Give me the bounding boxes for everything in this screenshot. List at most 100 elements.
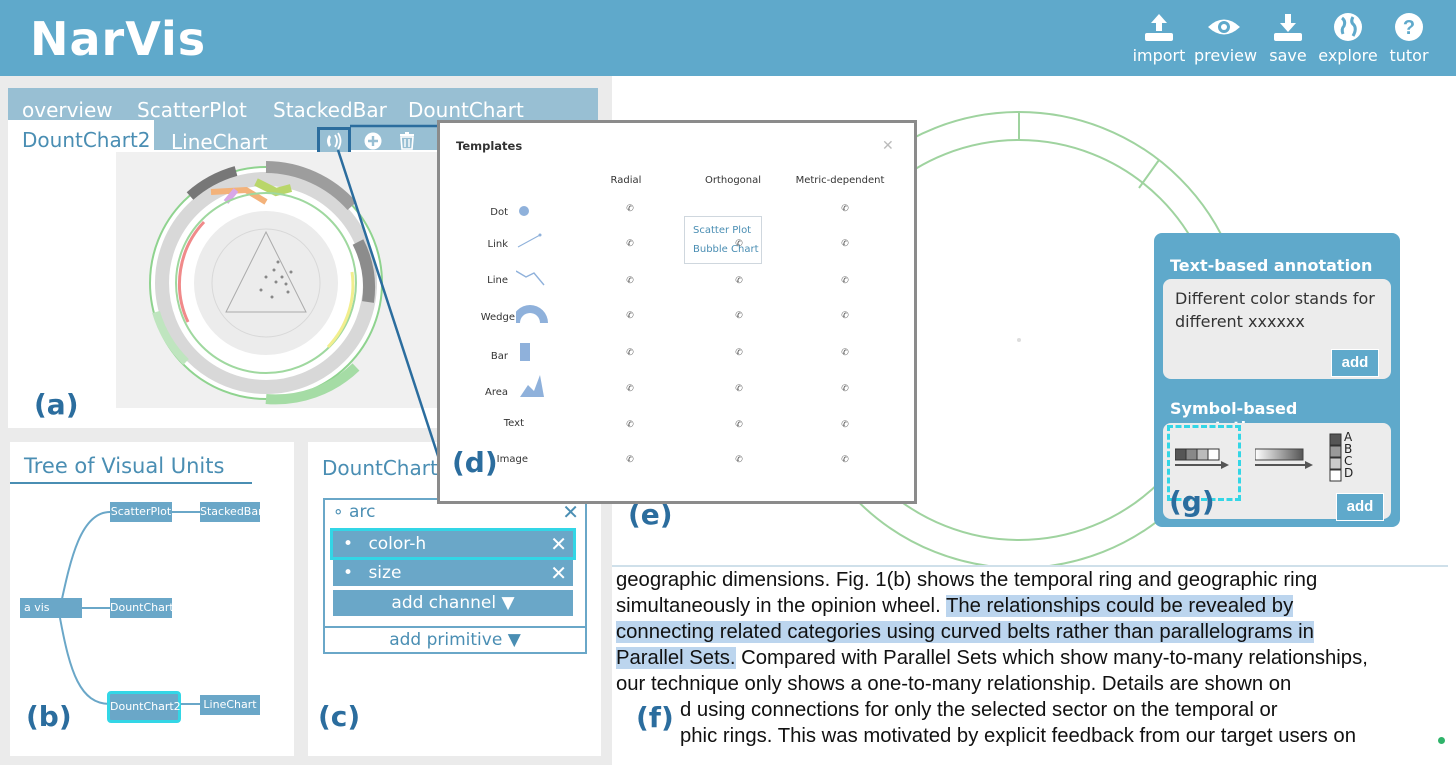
template-button[interactable] — [317, 127, 351, 155]
template-cell-icon[interactable]: ✆ — [735, 347, 743, 357]
template-cell-icon[interactable]: ✆ — [735, 275, 743, 285]
template-cell-icon[interactable]: ✆ — [626, 454, 634, 464]
row-line: Line — [487, 275, 508, 286]
tab-stackedbar[interactable]: StackedBar — [273, 98, 387, 122]
text-annotation-title: Text-based annotation — [1170, 256, 1373, 275]
tab-scatterplot[interactable]: ScatterPlot — [137, 98, 247, 122]
row-bar: Bar — [490, 351, 508, 362]
explore-button[interactable]: explore — [1318, 12, 1378, 72]
template-suggestion-popup: Scatter Plot Bubble Chart — [684, 216, 762, 264]
template-cell-icon[interactable]: ✆ — [626, 419, 634, 429]
highlighted-text: Parallel Sets. — [616, 647, 736, 669]
popup-bubble-chart[interactable]: Bubble Chart — [693, 244, 759, 255]
remove-channel-button[interactable]: ✕ — [550, 532, 567, 556]
primitive-editor-title: DountChart — [322, 456, 438, 480]
tab-linechart[interactable]: LineChart — [171, 130, 268, 154]
arrow-symbol-icon[interactable] — [1175, 447, 1237, 475]
column-radial: Radial — [610, 175, 642, 186]
template-row-glyphs — [516, 206, 548, 397]
add-text-annotation-button[interactable]: add — [1331, 349, 1379, 377]
template-icon — [327, 132, 342, 150]
template-cell-icon[interactable]: ✆ — [626, 310, 634, 320]
save-button[interactable]: save — [1258, 12, 1318, 72]
row-area: Area — [484, 387, 508, 398]
column-orthogonal: Orthogonal — [704, 175, 762, 186]
add-primitive-button[interactable]: add primitive ▼ — [323, 626, 587, 654]
tree-node-linechart[interactable]: LineChart — [200, 695, 260, 715]
import-label: import — [1132, 46, 1186, 65]
template-cell-icon[interactable]: ✆ — [735, 383, 743, 393]
tree-node-root[interactable]: a vis — [20, 598, 82, 618]
template-cell-icon[interactable]: ✆ — [626, 275, 634, 285]
channel-name: size — [368, 563, 402, 583]
tree-node-dountchart[interactable]: DountChart — [110, 598, 174, 618]
trash-icon — [400, 132, 414, 150]
legend-label-c: C — [1344, 454, 1353, 468]
template-cell-icon[interactable]: ✆ — [841, 238, 849, 248]
template-cell-icon[interactable]: ✆ — [841, 347, 849, 357]
narrative-text-panel: geographic dimensions. Fig. 1(b) shows t… — [612, 565, 1448, 757]
template-cell-icon[interactable]: ✆ — [626, 383, 634, 393]
text-line: geographic dimensions. Fig. 1(b) shows t… — [616, 569, 1318, 591]
templates-dialog: Templates ✕ Radial Orthogonal Metric-dep… — [437, 120, 917, 504]
template-cell-icon[interactable]: ✆ — [841, 383, 849, 393]
text-annotation-box[interactable]: Different color stands for different xxx… — [1163, 279, 1391, 379]
narrative-text[interactable]: geographic dimensions. Fig. 1(b) shows t… — [616, 567, 1446, 749]
template-cell-icon[interactable]: ✆ — [841, 275, 849, 285]
template-cell-icon[interactable]: ✆ — [841, 310, 849, 320]
popup-scatter-plot[interactable]: Scatter Plot — [693, 225, 752, 236]
template-cell-icon[interactable]: ✆ — [626, 203, 634, 213]
delete-tab-button[interactable] — [399, 132, 415, 155]
template-cell-icon[interactable]: ✆ — [841, 203, 849, 213]
channel-color-h[interactable]: • color-h ✕ — [330, 528, 576, 560]
template-cell-icon[interactable]: ✆ — [735, 419, 743, 429]
template-cell-icon[interactable]: ✆ — [735, 238, 743, 248]
panel-b-label: (b) — [26, 700, 72, 733]
close-dialog-button[interactable]: ✕ — [882, 137, 894, 153]
tab-dountchart2[interactable]: DountChart2 — [8, 120, 154, 152]
preview-button[interactable]: preview — [1194, 12, 1257, 72]
add-tab-button[interactable] — [364, 132, 382, 155]
text-line: phic rings. This was motivated by explic… — [680, 725, 1356, 747]
add-symbol-annotation-button[interactable]: add — [1336, 493, 1384, 521]
tutor-button[interactable]: ? tutor — [1379, 12, 1439, 72]
tab-overview[interactable]: overview — [22, 98, 113, 122]
tree-title: Tree of Visual Units — [24, 454, 225, 478]
tab-dountchart[interactable]: DountChart — [408, 98, 524, 122]
remove-channel-button[interactable]: ✕ — [550, 561, 567, 585]
row-text: Text — [503, 418, 524, 429]
legend-label-a: A — [1344, 430, 1353, 444]
channel-size[interactable]: • size ✕ — [333, 560, 573, 586]
channel-name: color-h — [368, 534, 427, 554]
import-button[interactable]: import — [1129, 12, 1189, 72]
download-icon — [1274, 14, 1302, 41]
template-cell-icon[interactable]: ✆ — [626, 347, 634, 357]
symbol-selection-box[interactable] — [1167, 425, 1241, 501]
add-channel-button[interactable]: add channel ▼ — [333, 590, 573, 616]
caret-down-icon: ▼ — [507, 630, 521, 650]
panel-a-label: (a) — [34, 388, 79, 421]
tree-node-stackedbar[interactable]: StackedBar — [200, 502, 263, 522]
text-annotation-input[interactable]: Different color stands for different xxx… — [1175, 289, 1375, 331]
primitive-name-text: arc — [349, 502, 376, 522]
app-title: NarVis — [30, 12, 207, 66]
template-cell-icon[interactable]: ✆ — [841, 419, 849, 429]
add-channel-label: add channel — [391, 593, 497, 613]
template-cell-icon[interactable]: ✆ — [626, 238, 634, 248]
template-cell-icon[interactable]: ✆ — [735, 310, 743, 320]
app-header: NarVis import preview save explore ? tut… — [0, 0, 1456, 76]
save-label: save — [1269, 46, 1307, 65]
row-wedge: Wedge — [480, 312, 515, 323]
template-cell-icon[interactable]: ✆ — [735, 454, 743, 464]
template-cell-icon[interactable]: ✆ — [841, 454, 849, 464]
upload-icon — [1145, 14, 1173, 41]
tree-title-underline — [10, 482, 252, 484]
add-primitive-label: add primitive — [389, 630, 503, 650]
remove-primitive-button[interactable]: ✕ — [562, 502, 579, 524]
donut-chart-preview — [116, 152, 442, 408]
gradient-arrow-icon[interactable] — [1255, 447, 1317, 475]
tree-node-dountchart2[interactable]: DountChart2 — [107, 691, 181, 723]
tree-node-scatterplot[interactable]: ScatterPlot — [110, 502, 172, 522]
panel-g-label: (g) — [1169, 485, 1215, 518]
tree-links — [59, 511, 200, 705]
